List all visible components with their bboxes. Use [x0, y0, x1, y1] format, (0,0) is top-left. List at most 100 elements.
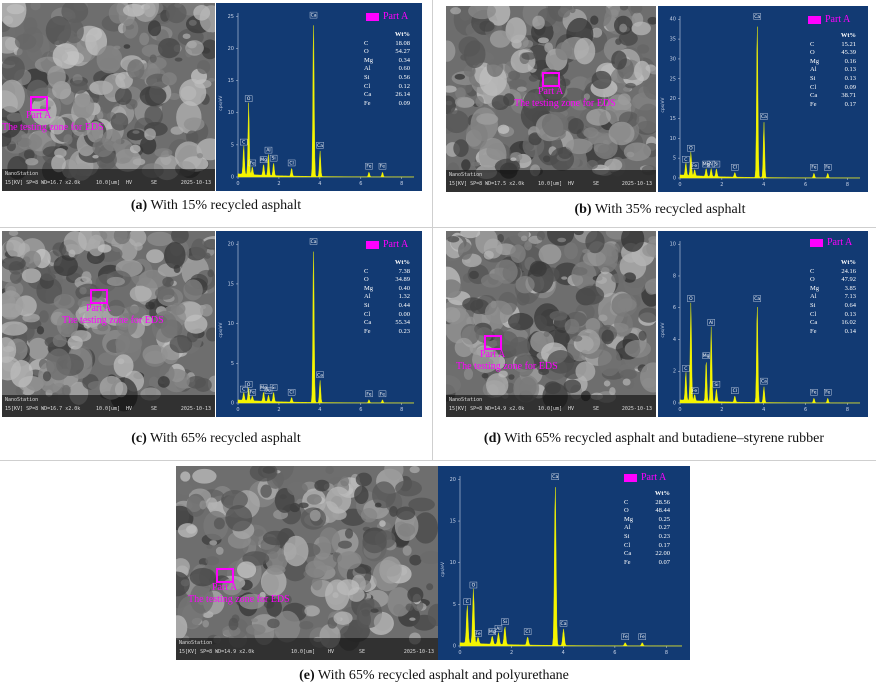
wt-row[interactable]: Si 0.56	[364, 74, 410, 83]
wt-row[interactable]: Fe 0.09	[364, 100, 410, 109]
wt-row[interactable]: Fe 0.07	[624, 559, 670, 568]
panel-caption[interactable]: (b) With 35% recycled asphalt	[446, 202, 874, 218]
part-a-label[interactable]: Part A	[26, 110, 52, 121]
element-symbol[interactable]: Ca	[810, 92, 818, 100]
element-value[interactable]: 48.44	[655, 507, 670, 515]
legend-swatch[interactable]	[366, 241, 379, 249]
caption-text[interactable]: With 65% recycled asphalt and polyuretha…	[314, 668, 569, 683]
element-value[interactable]: 15.21	[841, 40, 856, 48]
wt-table[interactable]: Wt% C 24.16 O 47.92 Mg 3.85 Al 7.13 Si 0.64 Cl 0.13 C…	[810, 259, 856, 336]
wt-row[interactable]: Cl 0.09	[810, 84, 856, 93]
wt-row[interactable]: Fe 0.23	[364, 328, 410, 337]
element-symbol[interactable]: Fe	[624, 558, 631, 566]
element-symbol[interactable]: Al	[364, 65, 371, 73]
element-symbol[interactable]: Cl	[810, 83, 817, 91]
element-value[interactable]: 18.08	[395, 39, 410, 47]
wt-row[interactable]: O 34.89	[364, 276, 410, 285]
eds-zone-box[interactable]	[216, 568, 234, 583]
wt-row[interactable]: Al 7.13	[810, 293, 856, 302]
sem-info-bar[interactable]: NanoStation 15[KV] SP=8 WD=17.5 x2.0k 10.0…	[446, 170, 656, 192]
eds-spectrum[interactable]: 0 2 4 6 8 10 cps/eV 0 2 4 6 8 C O Fe Mg Al Si Cl Ca Ca Fe Fe Pa…	[658, 231, 868, 417]
element-symbol[interactable]: Mg	[364, 284, 374, 292]
caption-letter[interactable]: (b)	[574, 202, 592, 217]
element-symbol[interactable]: Ca	[624, 550, 632, 558]
element-symbol[interactable]: Cl	[364, 310, 371, 318]
sem-bar-params[interactable]: 15[KV] SP=8 WD=16.7 x2.0k	[5, 180, 81, 186]
wt-table[interactable]: Wt% C 18.08 O 54.27 Mg 0.34 Al 0.60 Si 0.56 Cl 0.12 C…	[364, 31, 410, 108]
sem-bar-params[interactable]: 15[KV] SP=8 WD=17.5 x2.0k	[449, 181, 525, 187]
wt-header[interactable]: Wt%	[840, 32, 856, 39]
element-value[interactable]: 45.39	[841, 49, 856, 57]
element-value[interactable]: 0.13	[844, 74, 856, 82]
element-symbol[interactable]: Ca	[810, 319, 818, 327]
sem-image[interactable]: Part A The testing zone for EDS NanoStatio…	[446, 6, 656, 192]
legend-swatch[interactable]	[810, 239, 823, 247]
element-value[interactable]: 7.38	[398, 267, 410, 275]
element-symbol[interactable]: Cl	[624, 541, 631, 549]
wt-row[interactable]: O 54.27	[364, 48, 410, 57]
eds-zone-label[interactable]: The testing zone for EDS	[456, 361, 558, 372]
caption-text[interactable]: With 65% recycled asphalt	[146, 431, 301, 446]
element-value[interactable]: 16.02	[841, 319, 856, 327]
wt-row[interactable]: C 24.16	[810, 268, 856, 277]
part-a-label[interactable]: Part A	[480, 349, 506, 360]
element-symbol[interactable]: O	[364, 276, 369, 284]
wt-row[interactable]: Ca 38.71	[810, 92, 856, 101]
element-value[interactable]: 0.12	[398, 82, 410, 90]
part-a-label[interactable]: Part A	[538, 86, 564, 97]
element-value[interactable]: 0.25	[658, 515, 670, 523]
legend-label[interactable]: Part A	[825, 14, 851, 25]
sem-bar-params[interactable]: 15[KV] SP=8 WD=14.9 x2.0k	[179, 649, 255, 655]
sem-bar-params[interactable]: 15[KV] SP=8 WD=16.7 x2.0k	[5, 406, 81, 412]
element-symbol[interactable]: Si	[810, 301, 816, 309]
sem-bar-date[interactable]: 2025-10-13	[180, 180, 211, 186]
element-symbol[interactable]: Cl	[364, 82, 371, 90]
eds-zone-label[interactable]: The testing zone for EDS	[514, 98, 616, 109]
wt-table[interactable]: Wt% C 15.21 O 45.39 Mg 0.16 Al 0.13 Si 0.13 Cl 0.09 C…	[810, 32, 856, 109]
sem-bar-detector[interactable]: SE	[593, 181, 600, 187]
element-symbol[interactable]: Al	[810, 293, 817, 301]
element-symbol[interactable]: Si	[810, 74, 816, 82]
element-symbol[interactable]: C	[624, 498, 629, 506]
part-a-label[interactable]: Part A	[212, 582, 238, 593]
sem-bar-mode[interactable]: HV	[126, 406, 133, 412]
wt-row[interactable]: O 47.92	[810, 276, 856, 285]
element-value[interactable]: 28.56	[655, 498, 670, 506]
wt-row[interactable]: Mg 0.16	[810, 58, 856, 67]
element-value[interactable]: 0.23	[658, 532, 670, 540]
wt-row[interactable]: Si 0.44	[364, 302, 410, 311]
sem-bar-detector[interactable]: SE	[359, 649, 366, 655]
wt-row[interactable]: C 18.08	[364, 40, 410, 49]
element-value[interactable]: 34.89	[395, 276, 410, 284]
sem-bar-scale[interactable]: 10.0[um]	[538, 181, 563, 187]
element-value[interactable]: 38.71	[841, 92, 856, 100]
sem-image[interactable]: Part A The testing zone for EDS NanoStatio…	[2, 3, 215, 191]
sem-bar-detector[interactable]: SE	[593, 406, 600, 412]
sem-info-bar[interactable]: NanoStation 15[KV] SP=8 WD=14.9 x2.0k 10.0…	[446, 395, 656, 417]
legend-swatch[interactable]	[366, 13, 379, 21]
legend-label[interactable]: Part A	[827, 237, 853, 248]
sem-bar-scale[interactable]: 10.0[um]	[538, 406, 563, 412]
element-value[interactable]: 22.00	[655, 550, 670, 558]
element-value[interactable]: 3.85	[844, 284, 856, 292]
element-value[interactable]: 0.14	[844, 327, 856, 335]
element-symbol[interactable]: Al	[364, 293, 371, 301]
caption-text[interactable]: With 65% recycled asphalt and butadiene–…	[501, 431, 825, 446]
eds-zone-label[interactable]: The testing zone for EDS	[62, 315, 164, 326]
element-value[interactable]: 0.34	[398, 56, 410, 64]
element-value[interactable]: 55.34	[395, 319, 410, 327]
element-symbol[interactable]: O	[364, 48, 369, 56]
sem-bar-brand[interactable]: NanoStation	[5, 171, 39, 177]
element-symbol[interactable]: Fe	[810, 327, 817, 335]
sem-bar-mode[interactable]: HV	[568, 406, 575, 412]
element-symbol[interactable]: Al	[624, 524, 631, 532]
sem-bar-brand[interactable]: NanoStation	[449, 172, 483, 178]
legend-label[interactable]: Part A	[383, 11, 409, 22]
eds-zone-box[interactable]	[30, 96, 48, 111]
wt-row[interactable]: Ca 55.34	[364, 319, 410, 328]
element-value[interactable]: 0.16	[844, 57, 856, 65]
element-value[interactable]: 0.09	[398, 99, 410, 107]
wt-row[interactable]: C 15.21	[810, 41, 856, 50]
sem-bar-mode[interactable]: HV	[126, 180, 133, 186]
legend-swatch[interactable]	[808, 16, 821, 24]
